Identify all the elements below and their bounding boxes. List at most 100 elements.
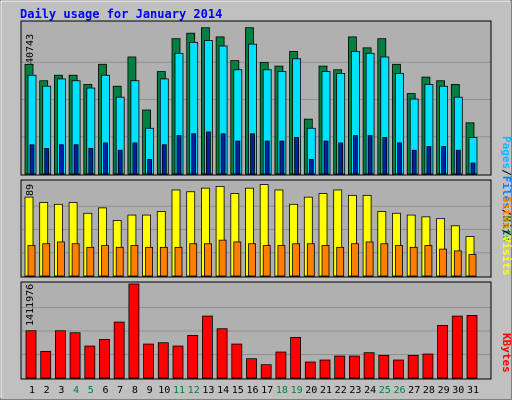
bar-pages <box>220 133 226 175</box>
bar-sites <box>424 245 433 277</box>
x-tick-label: 12 <box>188 385 200 396</box>
x-tick-label: 1 <box>29 385 35 396</box>
bar-kbytes <box>55 330 66 379</box>
bar-sites <box>71 243 80 277</box>
bar-pages <box>308 158 314 175</box>
bar-sites <box>439 248 448 277</box>
x-tick-label: 28 <box>423 385 435 396</box>
bar-sites <box>306 243 315 277</box>
bar-sites <box>203 243 212 277</box>
x-tick-label: 2 <box>44 385 50 396</box>
bar-pages <box>441 146 447 175</box>
bar-pages <box>470 162 476 175</box>
x-tick-label: 3 <box>58 385 64 396</box>
bar-sites <box>262 245 271 277</box>
bar-pages <box>73 144 79 175</box>
bar-pages <box>103 142 108 175</box>
bar-pages <box>279 140 285 175</box>
x-tick-label: 21 <box>320 385 332 396</box>
bar-kbytes <box>393 359 404 379</box>
bar-sites <box>42 243 51 277</box>
bar-sites <box>336 246 345 277</box>
legend-kbytes: KBytes <box>500 333 512 373</box>
bar-kbytes <box>334 355 346 379</box>
x-tick-label: 6 <box>102 385 108 396</box>
bar-sites <box>57 241 65 277</box>
x-tick-label: 9 <box>147 385 153 396</box>
x-tick-label: 7 <box>117 385 123 396</box>
bar-pages <box>264 140 270 175</box>
bar-pages <box>205 131 211 175</box>
x-tick-label: 11 <box>173 385 185 396</box>
bar-pages <box>323 140 329 175</box>
legend-files: Files <box>500 176 512 209</box>
bar-kbytes <box>40 350 52 379</box>
chart-title: Daily usage for January 2014 <box>20 7 222 21</box>
bar-kbytes <box>187 334 199 379</box>
bar-kbytes <box>378 354 390 379</box>
bar-sites <box>350 243 359 277</box>
bar-kbytes <box>25 330 37 379</box>
bar-kbytes <box>201 315 213 379</box>
bar-kbytes <box>143 343 155 379</box>
x-tick-label: 10 <box>158 385 170 396</box>
bar-sites <box>453 250 462 277</box>
bar-pages <box>29 144 35 175</box>
bar-pages <box>176 135 182 175</box>
x-tick-label: 4 <box>73 385 79 396</box>
bar-kbytes <box>69 332 81 379</box>
bar-kbytes <box>290 336 302 379</box>
bar-kbytes <box>246 358 257 379</box>
x-tick-label: 8 <box>132 385 138 396</box>
bar-pages <box>426 146 432 175</box>
bar-pages <box>147 158 153 175</box>
bar-sites <box>321 245 330 277</box>
ylabel-max-hits: 40743 <box>25 34 36 64</box>
bar-sites <box>159 246 168 277</box>
x-tick-label: 15 <box>232 385 244 396</box>
bar-pages <box>44 148 50 175</box>
bar-sites <box>395 245 403 277</box>
x-tick-label: 13 <box>202 385 214 396</box>
bar-kbytes <box>407 354 419 379</box>
x-tick-label: 27 <box>408 385 420 396</box>
bar-pages <box>294 137 300 175</box>
bar-kbytes <box>437 325 449 379</box>
bar-pages <box>59 144 64 175</box>
bar-kbytes <box>363 352 375 379</box>
legend-visits-sites: Sites/Visits <box>500 196 512 276</box>
bar-sites <box>365 241 374 277</box>
x-tick-label: 30 <box>452 385 464 396</box>
ylabel-max-kbytes: 1411976 <box>25 284 36 326</box>
legend-hits: Hits <box>500 216 512 243</box>
bar-kbytes <box>451 315 463 379</box>
bar-kbytes <box>466 315 478 379</box>
bar-sites <box>86 246 95 277</box>
bars <box>24 27 478 379</box>
bar-kbytes <box>128 283 140 379</box>
bar-pages <box>352 135 358 175</box>
bar-pages <box>397 142 402 175</box>
bar-pages <box>382 137 388 175</box>
ylabel-max-visits: 5189 <box>25 184 36 208</box>
legend-pages: Pages <box>500 136 512 169</box>
bar-kbytes <box>84 345 96 379</box>
bar-pages <box>132 142 138 175</box>
bar-pages <box>191 133 197 175</box>
x-tick-label: 31 <box>467 385 479 396</box>
bar-sites <box>130 245 139 277</box>
bar-kbytes <box>304 361 316 379</box>
bar-kbytes <box>99 338 110 379</box>
bar-kbytes <box>422 353 434 379</box>
bar-kbytes <box>275 351 287 379</box>
bar-kbytes <box>216 328 228 379</box>
bar-pages <box>117 149 123 175</box>
bar-pages <box>338 142 344 175</box>
bar-kbytes <box>172 345 184 379</box>
bar-pages <box>250 133 255 175</box>
bar-sites <box>233 241 242 277</box>
x-tick-label: 17 <box>261 385 273 396</box>
bar-sites <box>277 245 286 277</box>
bar-pages <box>235 140 241 175</box>
